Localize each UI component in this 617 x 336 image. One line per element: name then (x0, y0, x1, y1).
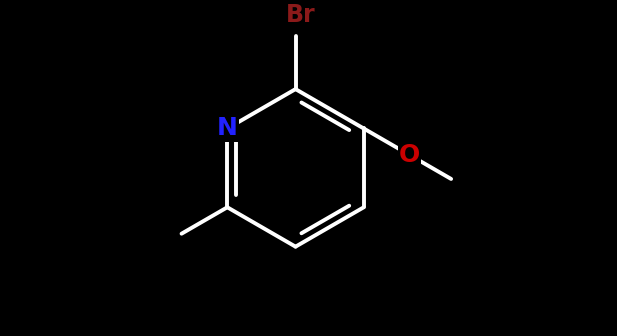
Text: O: O (399, 143, 420, 167)
Text: Br: Br (286, 3, 315, 27)
Text: N: N (217, 117, 238, 140)
